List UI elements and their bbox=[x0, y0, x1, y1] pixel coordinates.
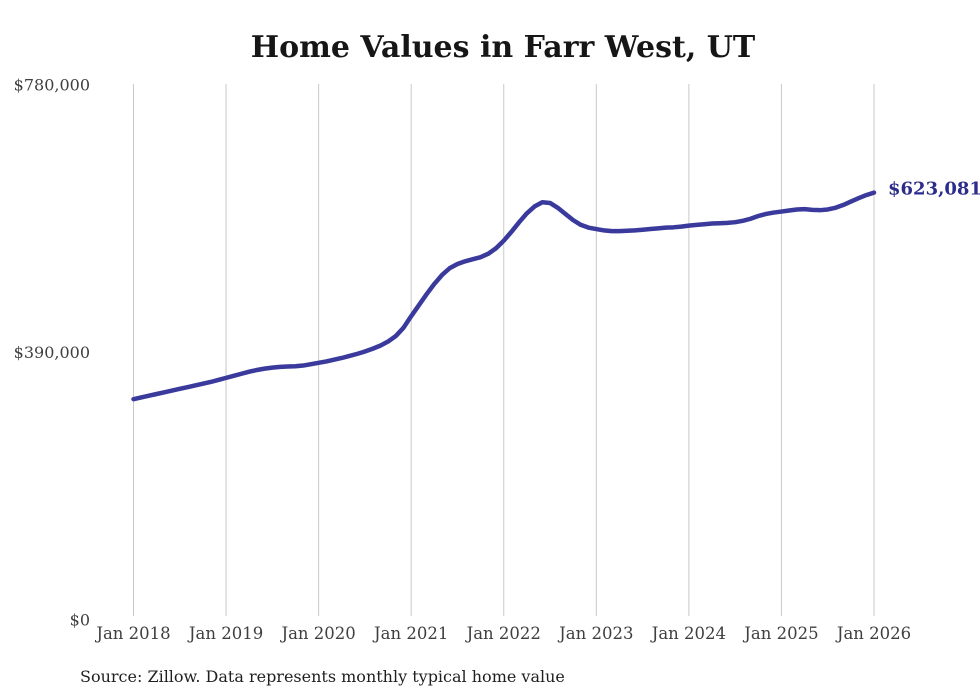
x-tick-jan-2023: Jan 2023 bbox=[557, 624, 633, 643]
source-note: Source: Zillow. Data represents monthly … bbox=[80, 667, 565, 686]
chart-title: Home Values in Farr West, UT bbox=[251, 30, 756, 65]
x-axis-tick-labels: Jan 2018 Jan 2019 Jan 2020 Jan 2021 Jan 2022… bbox=[94, 624, 911, 643]
x-tick-jan-2020: Jan 2020 bbox=[279, 624, 355, 643]
y-tick-0: $0 bbox=[70, 611, 90, 630]
year-gridlines bbox=[133, 84, 875, 616]
x-tick-jan-2024: Jan 2024 bbox=[650, 624, 726, 643]
y-axis-tick-labels: $0 $390,000 $780,000 bbox=[14, 76, 90, 630]
x-tick-jan-2018: Jan 2018 bbox=[94, 624, 170, 643]
x-tick-jan-2025: Jan 2025 bbox=[742, 624, 818, 643]
x-tick-jan-2019: Jan 2019 bbox=[187, 624, 263, 643]
x-tick-jan-2021: Jan 2021 bbox=[372, 624, 448, 643]
y-tick-780000: $780,000 bbox=[14, 76, 90, 95]
x-tick-jan-2026: Jan 2026 bbox=[835, 624, 911, 643]
latest-value-label: $623,081 bbox=[888, 179, 980, 200]
y-tick-390000: $390,000 bbox=[14, 343, 90, 362]
x-tick-jan-2022: Jan 2022 bbox=[465, 624, 541, 643]
home-value-line-series bbox=[131, 190, 877, 402]
